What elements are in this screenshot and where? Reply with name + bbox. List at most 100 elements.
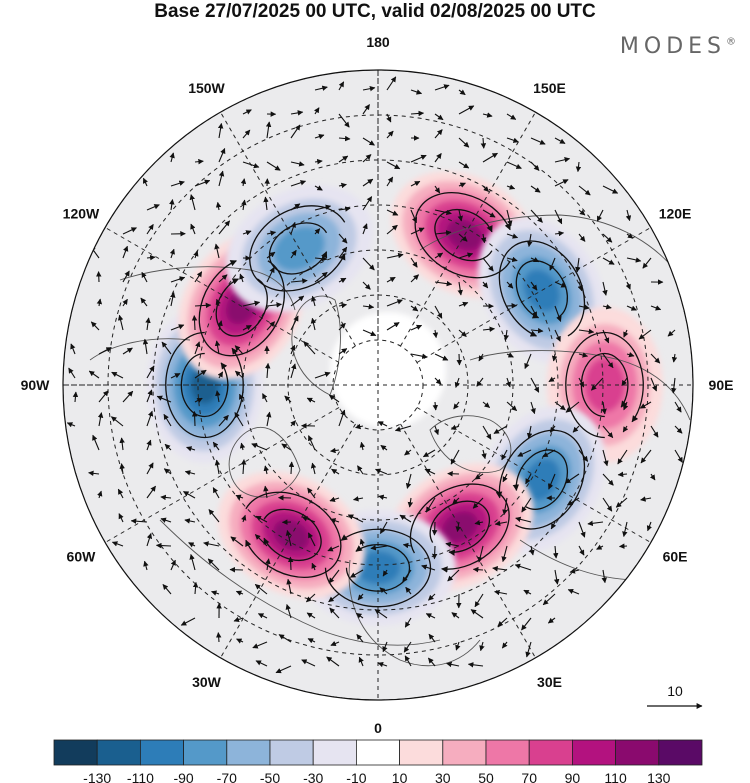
wind-vector (347, 514, 364, 523)
wind-vector (601, 569, 607, 584)
brand-mark: ® (726, 36, 736, 48)
wind-vector (542, 593, 556, 606)
wind-vector (591, 377, 604, 391)
circulation-120e (498, 240, 586, 337)
wind-vector (474, 519, 484, 526)
wind-vector (650, 425, 659, 438)
wind-vector (266, 302, 282, 308)
circulation-60e (495, 429, 586, 530)
wind-vector (203, 541, 220, 547)
wind-vector (362, 178, 374, 187)
wind-vector (88, 470, 100, 477)
wind-vector (111, 541, 124, 547)
meridian-line (400, 423, 536, 659)
wind-vector (494, 520, 508, 527)
wind-vector (118, 513, 124, 523)
wind-vector (405, 473, 412, 489)
wind-vector (160, 494, 172, 501)
wind-vector (375, 468, 388, 475)
wind-vector (314, 228, 321, 235)
wind-vector (524, 353, 532, 370)
wind-streamlines (165, 192, 644, 608)
wind-vector (617, 471, 628, 478)
wind-vector (307, 532, 316, 547)
circulation-30w (245, 491, 342, 578)
wind-vector (314, 158, 323, 165)
wind-vector (386, 76, 397, 91)
wind-vector (160, 517, 172, 523)
wind-vector (422, 449, 436, 458)
wind-vector (618, 543, 628, 549)
wind-vector (554, 230, 565, 237)
wind-vector (458, 89, 466, 96)
colorbar-segment (355, 739, 400, 766)
wind-vector (602, 497, 613, 512)
colorbar-tick-label: -10 (346, 770, 366, 783)
wind-vector (434, 129, 443, 139)
wind-vector (329, 607, 340, 619)
wind-vector (434, 84, 450, 91)
wind-vector (494, 589, 508, 596)
colorbar-tick-label: -70 (217, 770, 237, 783)
colorbar-segment (528, 739, 573, 766)
meridian-line (220, 423, 356, 659)
wind-vector (548, 376, 556, 383)
wind-vector (554, 401, 566, 411)
colorbar-segment (572, 739, 617, 766)
streamline (409, 483, 510, 573)
wind-vector (530, 377, 540, 393)
wind-vector (515, 516, 532, 523)
wind-vector (431, 545, 438, 560)
wind-vector (529, 545, 535, 556)
wind-vector (547, 617, 556, 624)
wind-vector (379, 521, 388, 535)
wind-vector (410, 257, 418, 268)
wind-vector (572, 425, 580, 433)
wind-vector (404, 655, 412, 667)
circulation-30e (409, 483, 510, 573)
wind-vector (432, 329, 439, 339)
wind-vector (161, 341, 172, 355)
wind-vector (646, 521, 653, 532)
wind-vector (602, 233, 613, 243)
wind-vector (110, 416, 124, 427)
wind-vector (218, 274, 228, 283)
meridian-line (104, 227, 340, 363)
wind-vector (338, 348, 348, 355)
meridian-line (416, 407, 652, 543)
wind-vector (358, 656, 364, 667)
wind-vector (264, 362, 271, 379)
streamline (495, 429, 586, 530)
wind-vector (239, 393, 245, 403)
wind-vector (362, 303, 375, 310)
wind-vector (458, 301, 469, 307)
wind-vector (290, 420, 297, 427)
wind-vector (493, 425, 508, 434)
wind-vector (186, 446, 196, 452)
wind-vector (530, 185, 541, 193)
wind-vector (362, 257, 375, 271)
wind-vector (234, 370, 244, 379)
wind-vector (578, 521, 586, 538)
wind-vector (266, 266, 275, 283)
colorbar-segment (312, 739, 357, 766)
wind-vector (169, 198, 175, 211)
wind-vector (399, 514, 412, 523)
wind-vector (602, 304, 612, 310)
wind-vector (578, 233, 586, 242)
wind-vector (130, 518, 148, 524)
wind-vector (502, 497, 508, 516)
wind-vector (622, 521, 628, 538)
brand-name: MODES (619, 34, 726, 59)
wind-vector (290, 344, 296, 355)
wind-vector (111, 371, 124, 379)
colorbar: -130 -110 -90 -70 -50 -30 -10 10 30 50 70 90 110 130 (53, 739, 703, 783)
wind-vector (501, 449, 508, 461)
wind-vector (478, 353, 484, 362)
wind-vector (170, 180, 185, 187)
wind-vectors (66, 76, 683, 674)
colorbar-tick-label: -110 (127, 770, 154, 783)
wind-vector (407, 497, 414, 508)
wind-vector (650, 353, 661, 364)
wind-vector (194, 271, 203, 283)
